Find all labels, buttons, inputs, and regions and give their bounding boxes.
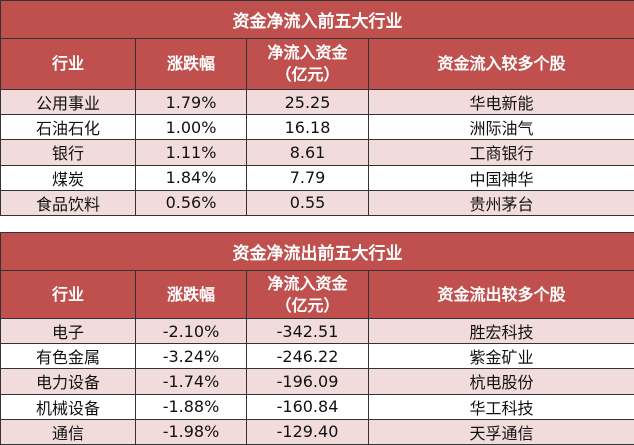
header-net-inflow: 净流入资金（亿元） xyxy=(247,271,369,319)
cell-industry: 银行 xyxy=(1,140,136,165)
cell-stock: 洲际油气 xyxy=(369,115,634,140)
cell-industry: 机械设备 xyxy=(1,394,136,419)
header-change: 涨跌幅 xyxy=(136,271,247,319)
cell-stock: 杭电股份 xyxy=(369,369,634,394)
cell-change: -1.74% xyxy=(136,369,247,394)
cell-net-inflow: 8.61 xyxy=(247,140,369,165)
cell-change: 0.56% xyxy=(136,190,247,215)
inflow-title: 资金净流入前五大行业 xyxy=(1,1,634,39)
outflow-title: 资金净流出前五大行业 xyxy=(1,233,634,271)
header-stock: 资金流出较多个股 xyxy=(369,271,634,319)
cell-change: 1.11% xyxy=(136,140,247,165)
header-net-inflow: 净流入资金（亿元） xyxy=(247,39,369,90)
cell-net-inflow: -196.09 xyxy=(247,369,369,394)
cell-change: -1.88% xyxy=(136,394,247,419)
cell-industry: 通信 xyxy=(1,419,136,444)
cell-change: 1.84% xyxy=(136,165,247,190)
outflow-table: 资金净流出前五大行业 行业涨跌幅净流入资金（亿元）资金流出较多个股 电子-2.1… xyxy=(0,232,634,445)
header-stock: 资金流入较多个股 xyxy=(369,39,634,90)
cell-net-inflow: 25.25 xyxy=(247,90,369,115)
cell-industry: 有色金属 xyxy=(1,344,136,369)
cell-stock: 胜宏科技 xyxy=(369,319,634,344)
header-industry: 行业 xyxy=(1,39,136,90)
cell-change: -1.98% xyxy=(136,419,247,444)
outflow-header-row: 行业涨跌幅净流入资金（亿元）资金流出较多个股 xyxy=(1,271,634,319)
cell-change: 1.00% xyxy=(136,115,247,140)
cell-net-inflow: -160.84 xyxy=(247,394,369,419)
cell-industry: 食品饮料 xyxy=(1,190,136,215)
cell-change: -3.24% xyxy=(136,344,247,369)
cell-net-inflow: 7.79 xyxy=(247,165,369,190)
cell-stock: 工商银行 xyxy=(369,140,634,165)
inflow-header-row: 行业涨跌幅净流入资金（亿元）资金流入较多个股 xyxy=(1,39,634,90)
cell-stock: 华电新能 xyxy=(369,90,634,115)
cell-industry: 电力设备 xyxy=(1,369,136,394)
cell-industry: 煤炭 xyxy=(1,165,136,190)
cell-net-inflow: -129.40 xyxy=(247,419,369,444)
cell-net-inflow: 16.18 xyxy=(247,115,369,140)
cell-stock: 中国神华 xyxy=(369,165,634,190)
cell-net-inflow: -246.22 xyxy=(247,344,369,369)
cell-industry: 电子 xyxy=(1,319,136,344)
cell-stock: 天孚通信 xyxy=(369,419,634,444)
cell-net-inflow: 0.55 xyxy=(247,190,369,215)
cell-stock: 紫金矿业 xyxy=(369,344,634,369)
cell-change: -2.10% xyxy=(136,319,247,344)
cell-change: 1.79% xyxy=(136,90,247,115)
cell-net-inflow: -342.51 xyxy=(247,319,369,344)
cell-stock: 华工科技 xyxy=(369,394,634,419)
header-industry: 行业 xyxy=(1,271,136,319)
cell-industry: 公用事业 xyxy=(1,90,136,115)
header-change: 涨跌幅 xyxy=(136,39,247,90)
cell-industry: 石油石化 xyxy=(1,115,136,140)
cell-stock: 贵州茅台 xyxy=(369,190,634,215)
